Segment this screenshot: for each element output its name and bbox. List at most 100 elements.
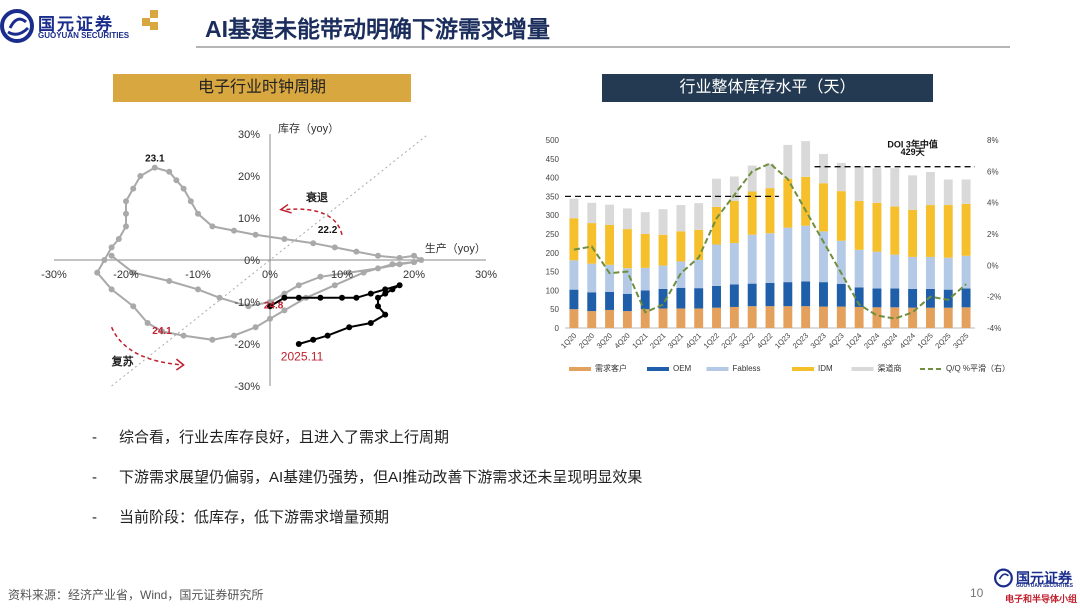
gray-point <box>180 185 187 192</box>
black-point <box>346 324 353 331</box>
bar-segment <box>961 288 971 308</box>
bar-segment <box>819 231 828 283</box>
title-divider <box>196 46 1010 48</box>
bar-segment <box>587 223 597 264</box>
end-date-label: 2025.11 <box>281 350 324 364</box>
y-tick-label: 30% <box>238 129 260 141</box>
black-point <box>367 290 374 297</box>
bar-segment <box>694 259 704 289</box>
bar-segment <box>765 306 775 328</box>
legend-label: IDM <box>818 364 833 373</box>
right-chart-header: 行业整体库存水平（天） <box>602 74 933 102</box>
bar-segment <box>658 308 668 328</box>
gray-point <box>281 236 288 242</box>
gray-point <box>331 282 338 289</box>
logo-mark-icon <box>0 9 34 43</box>
bar-segment <box>569 289 579 310</box>
bar-segment <box>729 284 739 307</box>
gray-point <box>252 231 259 238</box>
gray-point <box>195 286 201 293</box>
gray-point <box>166 168 173 175</box>
gray-point <box>159 328 165 335</box>
bar-segment <box>694 308 704 328</box>
left-tick-label: 0 <box>555 324 560 333</box>
black-point <box>295 341 302 347</box>
black-point <box>295 294 302 301</box>
gray-point <box>144 320 151 326</box>
bar-segment <box>908 209 918 257</box>
gray-point <box>115 236 122 242</box>
bar-segment <box>783 178 793 228</box>
gray-point <box>231 332 237 339</box>
bar-segment <box>801 225 811 282</box>
bar-segment <box>819 282 828 307</box>
bar-segment <box>925 288 935 308</box>
left-tick-label: 300 <box>546 211 560 220</box>
summary-bullets: - 综合看，行业去库存良好，且进入了需求上行周期 - 下游需求展望仍偏弱，AI基建仍… <box>92 428 642 548</box>
category-label: 1Q25 <box>916 331 935 350</box>
bar-segment <box>622 268 632 294</box>
bar-segment <box>890 254 900 289</box>
point-label: 22.2 <box>318 225 338 236</box>
y-tick-label: -30% <box>234 381 260 393</box>
black-point <box>339 294 345 301</box>
bar-segment <box>908 307 918 328</box>
bar-segment <box>676 205 686 232</box>
bar-segment <box>622 208 632 230</box>
gray-point <box>245 303 252 310</box>
black-point <box>382 286 389 293</box>
left-tick-label: 100 <box>546 286 560 295</box>
bar-segment <box>925 256 935 289</box>
left-tick-label: 500 <box>546 136 560 145</box>
bar-segment <box>943 179 953 206</box>
bar-segment <box>961 255 971 289</box>
bar-segment <box>587 263 597 293</box>
black-point <box>353 294 360 301</box>
gray-point <box>94 269 101 276</box>
y-tick-label: -20% <box>234 339 260 351</box>
bar-segment <box>729 306 739 328</box>
bar-segment <box>658 209 668 235</box>
x-tick-label: -30% <box>41 269 67 281</box>
bar-segment <box>729 243 739 285</box>
gray-point <box>209 336 216 343</box>
category-label: 2Q20 <box>577 331 596 350</box>
gray-point <box>346 269 353 276</box>
bar-segment <box>943 205 953 258</box>
bar-segment <box>908 175 918 210</box>
bar-segment <box>836 191 846 241</box>
black-point <box>281 294 288 301</box>
category-label: 3Q23 <box>809 331 828 350</box>
recession-arrowhead <box>279 203 292 214</box>
bar-segment <box>747 234 757 284</box>
bar-segment <box>801 176 811 226</box>
left-tick-label: 150 <box>546 268 560 277</box>
category-label: 1Q20 <box>559 331 578 350</box>
category-label: 3Q21 <box>666 331 685 350</box>
bar-segment <box>747 306 757 328</box>
bullet-item: - 下游需求展望仍偏弱，AI基建仍强势，但AI推动改善下游需求还未呈现明显效果 <box>92 469 643 486</box>
legend-label: Fabless <box>733 364 761 373</box>
bar-segment <box>961 203 971 256</box>
category-label: 4Q20 <box>612 331 631 350</box>
left-tick-label: 200 <box>546 249 560 258</box>
recovery-arrowhead <box>175 358 185 371</box>
bar-segment <box>925 307 935 328</box>
gray-point <box>173 177 180 184</box>
gray-point <box>137 173 144 179</box>
bar-segment <box>819 306 828 328</box>
gray-point <box>231 227 237 234</box>
gray-point <box>281 307 288 314</box>
bar-segment <box>729 176 739 201</box>
bar-segment <box>640 234 650 268</box>
right-tick-label: 0% <box>987 261 999 270</box>
x-axis-label: 生产（yoy） <box>425 241 486 255</box>
page-number: 10 <box>970 586 984 600</box>
point-label: 24.8 <box>264 301 284 312</box>
bar-segment <box>890 288 900 308</box>
category-label: 2Q22 <box>719 331 738 350</box>
bar-segment <box>783 282 793 307</box>
gray-point <box>317 273 324 280</box>
legend-label: OEM <box>673 364 692 373</box>
category-label: 4Q21 <box>684 331 703 350</box>
